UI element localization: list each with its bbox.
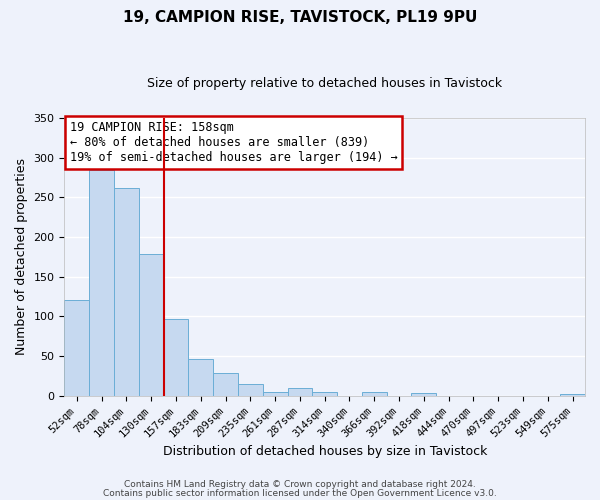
Text: 19 CAMPION RISE: 158sqm
← 80% of detached houses are smaller (839)
19% of semi-d: 19 CAMPION RISE: 158sqm ← 80% of detache… bbox=[70, 121, 397, 164]
Bar bbox=[313, 392, 337, 396]
Bar bbox=[188, 359, 213, 396]
Title: Size of property relative to detached houses in Tavistock: Size of property relative to detached ho… bbox=[147, 78, 502, 90]
Bar bbox=[89, 170, 114, 396]
Bar bbox=[64, 300, 89, 396]
Bar bbox=[263, 392, 287, 396]
Bar bbox=[213, 372, 238, 396]
Bar bbox=[412, 394, 436, 396]
X-axis label: Distribution of detached houses by size in Tavistock: Distribution of detached houses by size … bbox=[163, 444, 487, 458]
Bar bbox=[362, 392, 386, 396]
Y-axis label: Number of detached properties: Number of detached properties bbox=[15, 158, 28, 356]
Bar bbox=[238, 384, 263, 396]
Text: 19, CAMPION RISE, TAVISTOCK, PL19 9PU: 19, CAMPION RISE, TAVISTOCK, PL19 9PU bbox=[123, 10, 477, 25]
Bar bbox=[114, 188, 139, 396]
Bar bbox=[139, 254, 164, 396]
Bar bbox=[287, 388, 313, 396]
Bar bbox=[164, 320, 188, 396]
Bar bbox=[560, 394, 585, 396]
Text: Contains HM Land Registry data © Crown copyright and database right 2024.: Contains HM Land Registry data © Crown c… bbox=[124, 480, 476, 489]
Text: Contains public sector information licensed under the Open Government Licence v3: Contains public sector information licen… bbox=[103, 488, 497, 498]
